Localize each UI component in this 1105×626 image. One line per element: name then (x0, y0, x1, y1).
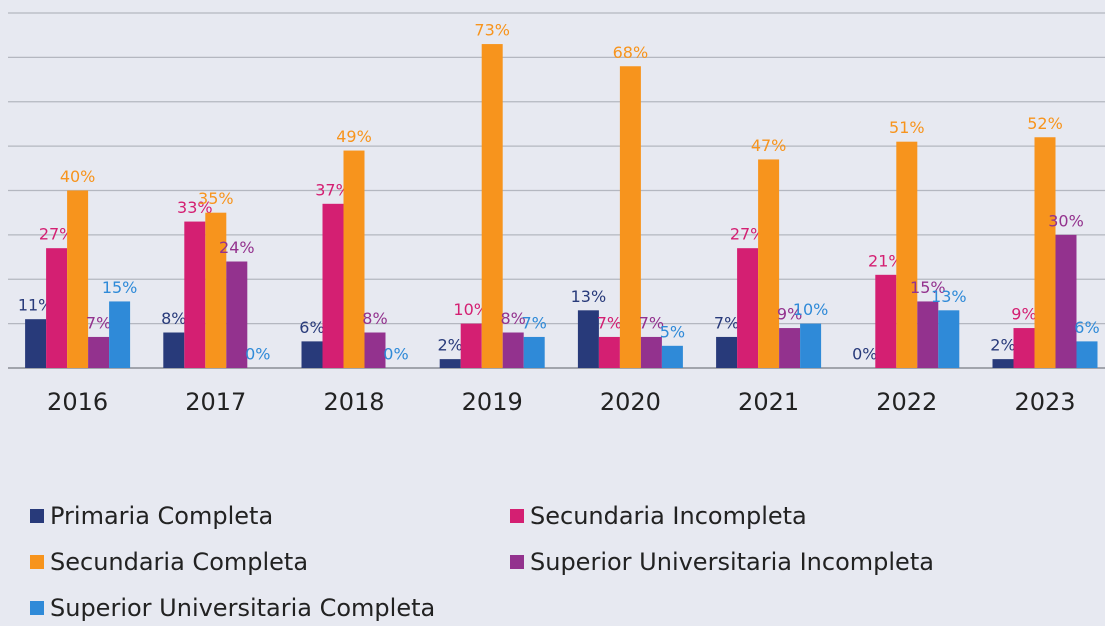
bar (439, 359, 461, 368)
x-tick-label: 2020 (600, 388, 661, 416)
data-label: 68% (613, 43, 649, 62)
data-label: 2% (438, 336, 463, 355)
data-label: 27% (730, 225, 766, 244)
data-label: 47% (751, 136, 787, 155)
data-label: 21% (868, 251, 904, 270)
x-tick-label: 2017 (185, 388, 246, 416)
bar (163, 332, 185, 368)
data-label: 6% (1074, 318, 1099, 337)
data-label: 0% (245, 345, 270, 364)
bar (364, 332, 386, 368)
x-tick-label: 2021 (738, 388, 799, 416)
bar (67, 190, 89, 368)
bar (992, 359, 1014, 368)
bar (800, 323, 822, 368)
legend-label: Primaria Completa (50, 502, 273, 530)
bar (25, 319, 47, 368)
data-label: 13% (571, 287, 607, 306)
bar (523, 336, 545, 368)
data-label: 27% (39, 225, 75, 244)
bar (460, 323, 482, 368)
bar (640, 336, 662, 368)
legend-label: Superior Universitaria Completa (50, 594, 435, 622)
data-label: 9% (777, 305, 802, 324)
bar (619, 66, 641, 368)
data-label: 13% (931, 287, 967, 306)
data-label: 24% (219, 238, 255, 257)
data-label: 11% (18, 296, 54, 315)
data-label: 33% (177, 198, 213, 217)
data-label: 2% (990, 336, 1015, 355)
bar (502, 332, 524, 368)
bar (301, 341, 323, 368)
data-label: 6% (299, 318, 324, 337)
legend-swatch (510, 555, 524, 569)
bar (343, 150, 365, 368)
data-label: 5% (660, 322, 685, 341)
data-label: 8% (362, 309, 387, 328)
data-label: 8% (501, 309, 526, 328)
data-label: 49% (336, 127, 372, 146)
data-label: 7% (597, 313, 622, 332)
legend-swatch (30, 509, 44, 523)
legend-label: Secundaria Completa (50, 548, 308, 576)
data-label: 10% (793, 300, 829, 319)
data-label: 51% (889, 118, 925, 137)
data-label: 37% (315, 180, 351, 199)
data-label: 0% (383, 345, 408, 364)
x-tick-label: 2018 (323, 388, 384, 416)
legend-swatch (30, 601, 44, 615)
x-tick-label: 2016 (47, 388, 108, 416)
data-label: 7% (714, 313, 739, 332)
data-label: 52% (1027, 114, 1063, 133)
bar (896, 141, 918, 368)
bar (1013, 328, 1035, 368)
legend-label: Superior Universitaria Incompleta (530, 548, 934, 576)
bar (758, 159, 780, 368)
bar (661, 345, 683, 368)
data-label: 40% (60, 167, 96, 186)
bar (1034, 137, 1056, 368)
bar (226, 261, 248, 368)
data-label: 7% (522, 313, 547, 332)
data-label: 73% (474, 21, 510, 40)
legend-swatch (510, 509, 524, 523)
bar (875, 274, 897, 368)
bar (184, 221, 206, 368)
bar (1076, 341, 1098, 368)
data-label: 0% (852, 345, 877, 364)
bar (88, 336, 110, 368)
bar (938, 310, 960, 368)
x-tick-label: 2023 (1014, 388, 1075, 416)
data-label: 30% (1048, 211, 1084, 230)
data-label: 15% (102, 278, 138, 297)
x-tick-label: 2022 (876, 388, 937, 416)
bar (322, 203, 344, 368)
legend-label: Secundaria Incompleta (530, 502, 807, 530)
data-label: 9% (1011, 305, 1036, 324)
data-label: 15% (910, 278, 946, 297)
bar (577, 310, 599, 368)
data-label: 35% (198, 189, 234, 208)
data-label: 7% (86, 313, 111, 332)
bar (737, 248, 759, 368)
bar (1055, 234, 1077, 368)
bar (109, 301, 131, 368)
x-tick-label: 2019 (462, 388, 523, 416)
data-label: 10% (453, 300, 489, 319)
data-label: 7% (639, 313, 664, 332)
bar (205, 212, 227, 368)
bar (917, 301, 939, 368)
legend-swatch (30, 555, 44, 569)
bar (481, 44, 503, 368)
bar (46, 248, 68, 368)
data-label: 8% (161, 309, 186, 328)
bar (598, 336, 620, 368)
bar (716, 336, 738, 368)
bar (779, 328, 801, 368)
